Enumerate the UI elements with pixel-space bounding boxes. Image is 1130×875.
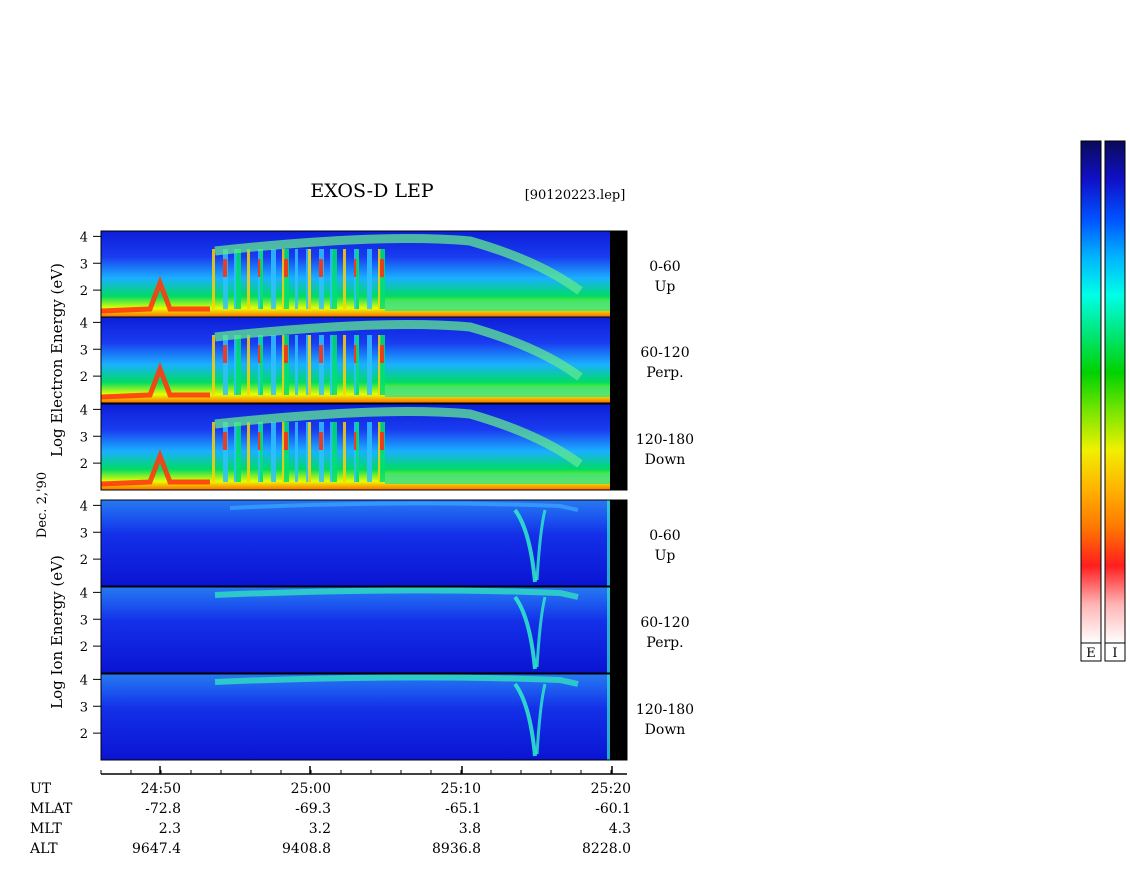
ion-panel [100,586,628,674]
pitch-angle-range: 0-60 [649,259,680,275]
orbit-row-value: -60.1 [595,801,631,817]
orbit-row-value: 3.2 [309,821,331,837]
y-tick-label: 4 [80,499,88,514]
electron-ylabel: Log Electron Energy (eV) [48,263,66,457]
pitch-angle-range: 0-60 [649,528,680,544]
y-tick-label: 4 [80,586,88,601]
colorbar-strip [1080,140,1102,644]
pitch-angle-direction: Up [655,279,676,295]
y-axis-labels: 4 3 2 4 3 2 4 3 2 4 3 2 4 3 2 4 3 2 Log Electron Energy (e… [48,230,101,742]
y-tick-label: 4 [80,403,88,418]
pitch-angle-direction: Perp. [646,365,683,381]
y-tick-label: 3 [80,526,88,541]
pitch-angle-range: 120-180 [636,432,694,448]
orbit-row-value: -69.3 [295,801,331,817]
file-label: [90120223.lep] [525,188,626,203]
date-label: Dec. 2,'90 [35,472,50,538]
orbit-row-value: 8936.8 [432,841,481,857]
ion-panel [100,499,628,587]
orbit-row-value: 3.8 [459,821,481,837]
ion-ylabel: Log Ion Energy (eV) [48,555,66,709]
pitch-angle-range: 60-120 [640,345,689,361]
orbit-row-value: 25:10 [441,781,481,797]
y-tick-label: 3 [80,430,88,445]
pitch-angle-range: 60-120 [640,615,689,631]
electron-panel [100,230,628,318]
ion-panel [100,673,628,761]
pitch-angle-direction: Up [655,548,676,564]
orbit-row-value: 8228.0 [582,841,631,857]
orbit-row-value: -72.8 [145,801,181,817]
orbit-row-label: MLAT [30,801,73,817]
y-tick-label: 2 [80,457,88,472]
orbit-row-value: 9408.8 [282,841,331,857]
y-tick-label: 2 [80,640,88,655]
colorbar-label: I [1112,646,1117,661]
electron-panel [100,316,628,404]
y-tick-label: 3 [80,700,88,715]
pitch-angle-range: 120-180 [636,702,694,718]
spectrogram-panels [100,230,628,761]
y-tick-label: 2 [80,284,88,299]
pitch-angle-direction: Down [645,452,686,468]
pitch-angle-labels: 0-60 Up 60-120 Perp. 120-180 Down 0-60 Up 60-120… [636,259,694,738]
orbit-row-label: MLT [30,821,62,837]
pitch-angle-direction: Perp. [646,635,683,651]
y-tick-label: 2 [80,370,88,385]
y-tick-label: 3 [80,343,88,358]
y-tick-label: 4 [80,316,88,331]
orbit-row-value: 25:20 [591,781,631,797]
x-axis [100,766,627,775]
y-tick-label: 3 [80,613,88,628]
electron-panel [100,403,628,491]
orbit-row-value: 4.3 [609,821,631,837]
orbit-row-label: ALT [29,841,58,857]
orbit-row-value: 25:00 [291,781,331,797]
colorbar-label: E [1086,646,1096,661]
colorbar-label-box [1104,642,1126,662]
colorbar-strip [1104,140,1126,644]
orbit-row-value: 9647.4 [132,841,181,857]
colorbar-label-box [1080,642,1102,662]
y-tick-label: 4 [80,230,88,245]
orbit-row-value: -65.1 [445,801,481,817]
y-tick-label: 3 [80,257,88,272]
pitch-angle-direction: Down [645,722,686,738]
orbit-row-label: UT [30,781,52,797]
chart-title: EXOS-D LEP [310,180,434,202]
y-tick-label: 2 [80,553,88,568]
orbit-row-value: 24:50 [141,781,181,797]
y-tick-label: 2 [80,727,88,742]
y-tick-label: 4 [80,673,88,688]
orbit-table: UT 24:50 25:00 25:10 25:20 MLAT -72.8 -69.3 -65.… [29,781,631,857]
orbit-row-value: 2.3 [159,821,181,837]
